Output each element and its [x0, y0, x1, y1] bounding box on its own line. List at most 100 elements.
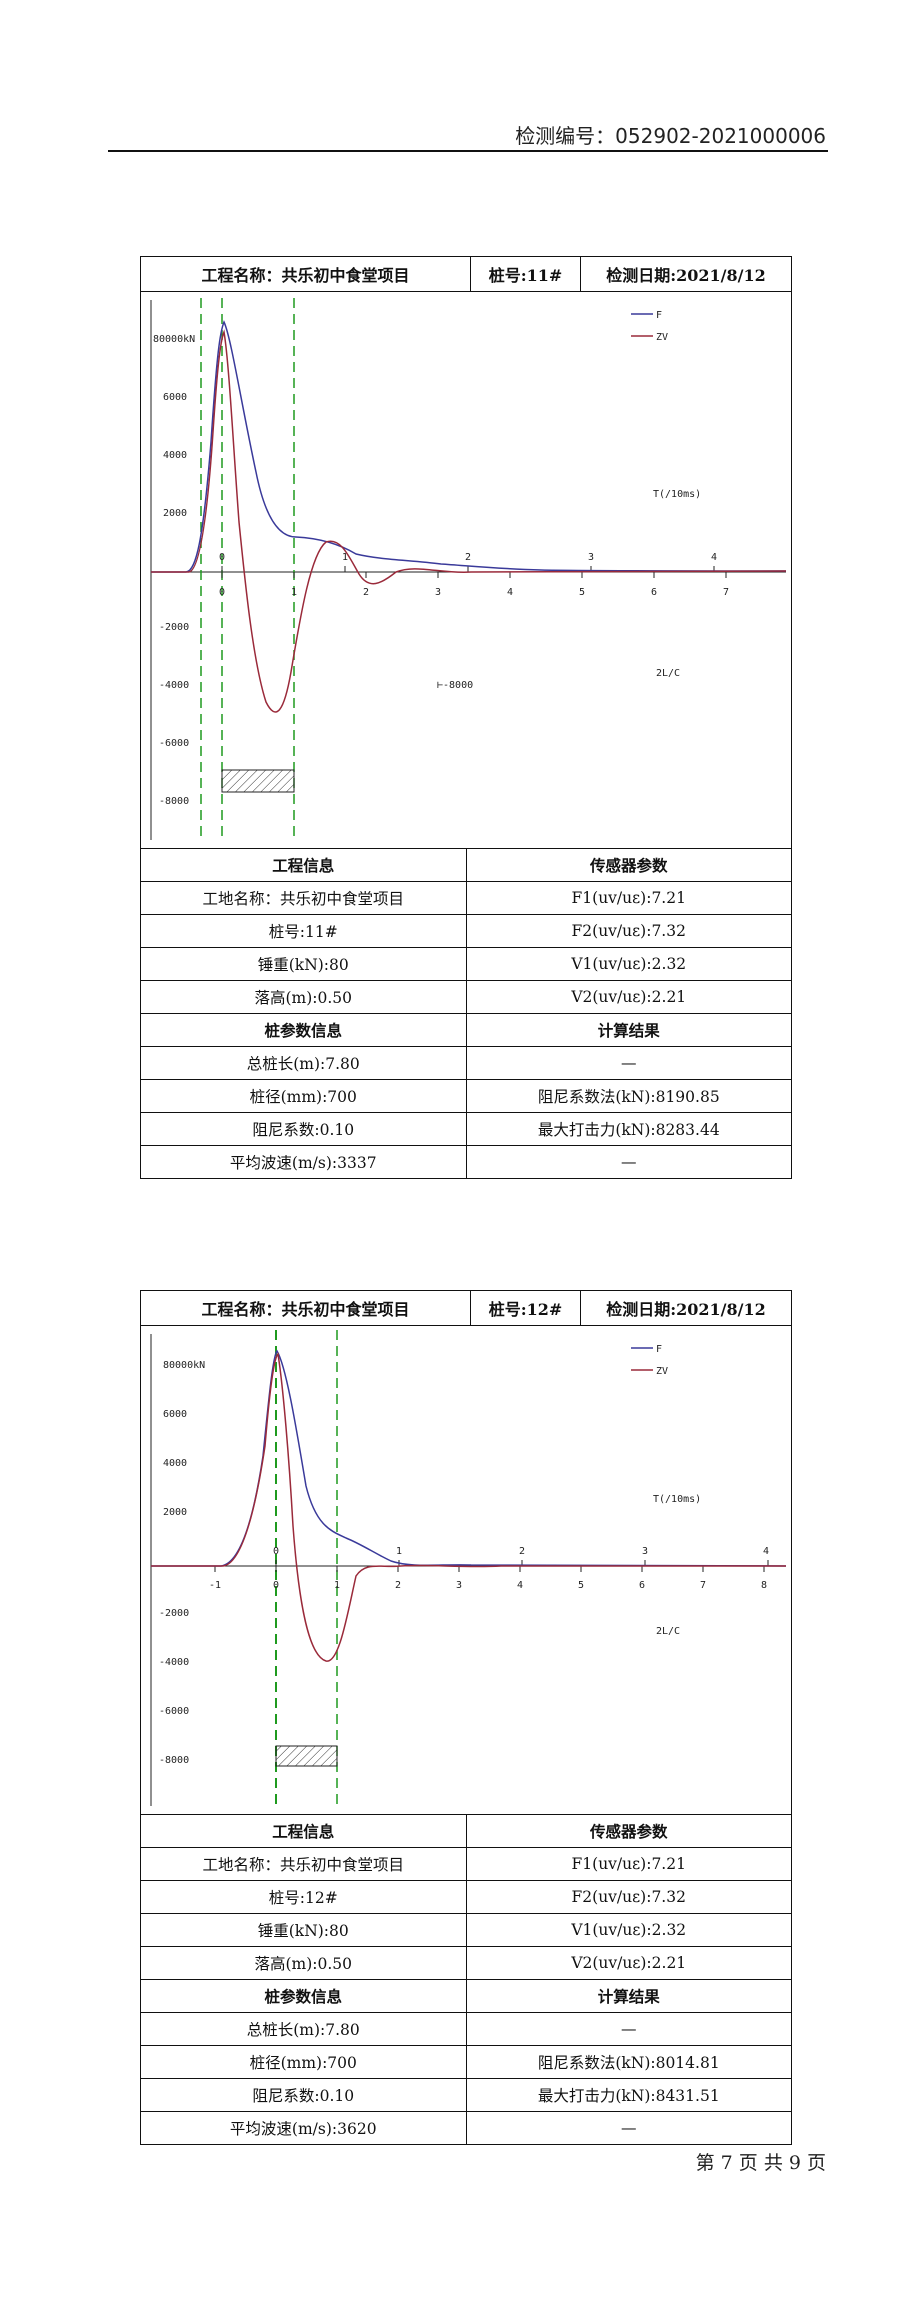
- calc-heading: 计算结果: [465, 1013, 791, 1047]
- x-tick-label: 5: [579, 587, 585, 598]
- calc-empty: —: [465, 2111, 791, 2144]
- pile-no: 桩号:11#: [141, 914, 467, 948]
- header-rule: [108, 150, 828, 152]
- wave-speed: 平均波速(m/s):3620: [141, 2111, 467, 2144]
- page-number: 第 7 页 共 9 页: [695, 2152, 826, 2174]
- y-tick-label: 4000: [163, 1458, 187, 1469]
- test-date: 检测日期:2021/8/12: [606, 1300, 766, 1319]
- pile-diameter: 桩径(mm):700: [141, 1079, 467, 1113]
- x-ticks-bottom: [221, 572, 727, 578]
- drop-height: 落高(m):0.50: [141, 1946, 467, 1980]
- hammer-weight: 锤重(kN):80: [141, 947, 467, 981]
- x-top-label: 4: [763, 1546, 769, 1557]
- y-tick-label: 6000: [163, 1409, 187, 1420]
- x-tick-label: 6: [639, 1580, 645, 1591]
- test-block-1: 工程名称：共乐初中食堂项目 桩号:11# 检测日期:2021/8/12 8000…: [140, 256, 792, 1179]
- damping-method-result: 阻尼系数法(kN):8014.81: [465, 2045, 791, 2079]
- x-tick-label: 2: [395, 1580, 401, 1591]
- x-tick-label: 6: [651, 587, 657, 598]
- pile-no: 桩号:12#: [141, 1880, 467, 1914]
- calc-empty: —: [465, 1046, 791, 1080]
- sensor-heading: 传感器参数: [465, 1815, 791, 1848]
- scale-note: ⊢-8000: [437, 680, 473, 691]
- waveform-chart: 80000kN 6000 4000 2000 -2000 -4000 -6000…: [141, 292, 791, 849]
- y-tick-label: -2000: [159, 622, 189, 633]
- y-tick-label: -8000: [159, 1755, 189, 1766]
- info-table: 工程信息 传感器参数 工地名称：共乐初中食堂项目 F1(uv/uε):7.21 桩号…: [141, 849, 791, 1178]
- x-tick-label: 3: [435, 587, 441, 598]
- sensor-F2: F2(uv/uε):7.32: [465, 1880, 791, 1914]
- x-tick-label: 7: [700, 1580, 706, 1591]
- waveform-svg: 80000kN 6000 4000 2000 -2000 -4000 -6000…: [150, 1330, 787, 1806]
- x-tick-label: 4: [507, 587, 513, 598]
- hammer-impact-box: [221, 769, 295, 793]
- site-name: 工地名称：共乐初中食堂项目: [141, 1847, 467, 1881]
- info-table: 工程信息 传感器参数 工地名称：共乐初中食堂项目 F1(uv/uε):7.21 桩号…: [141, 1815, 791, 2144]
- calc-heading: 计算结果: [465, 1979, 791, 2013]
- x-tick-label: 5: [578, 1580, 584, 1591]
- pile-number: 桩号:12#: [471, 1291, 581, 1325]
- y-tick-label: 4000: [163, 450, 187, 461]
- ZV-curve: [151, 1352, 786, 1662]
- pile-param-heading: 桩参数信息: [141, 1979, 467, 2013]
- legend-ZV-label: ZV: [656, 1366, 668, 1377]
- x-top-label: 0: [273, 1546, 279, 1557]
- x-tick-label: 2: [363, 587, 369, 598]
- y-tick-label: -2000: [159, 1608, 189, 1619]
- y-tick-label: -4000: [159, 1657, 189, 1668]
- site-name: 工地名称：共乐初中食堂项目: [141, 881, 467, 915]
- sensor-V1: V1(uv/uε):2.32: [465, 947, 791, 981]
- y-tick-label: 2000: [163, 508, 187, 519]
- F-curve: [151, 320, 787, 573]
- hammer-impact-box: [275, 1745, 338, 1767]
- y-tick-label: -6000: [159, 1706, 189, 1717]
- time-unit-label: T(/10ms): [653, 489, 701, 500]
- x-top-label: 1: [342, 552, 348, 563]
- x-top-label: 3: [642, 1546, 648, 1557]
- x-top-label: 2: [519, 1546, 525, 1557]
- x-tick-label: -1: [209, 1580, 221, 1591]
- ratio-label: 2L/C: [656, 668, 680, 679]
- waveform-svg: 80000kN 6000 4000 2000 -2000 -4000 -6000…: [150, 298, 787, 840]
- test-date: 检测日期:2021/8/12: [606, 266, 766, 285]
- x-tick-label: 1: [291, 587, 297, 598]
- x-top-label: 3: [588, 552, 594, 563]
- y-tick-label: 80000kN: [153, 334, 195, 345]
- project-info-heading: 工程信息: [141, 1815, 467, 1848]
- project-info-heading: 工程信息: [141, 849, 467, 882]
- x-tick-label: 4: [517, 1580, 523, 1591]
- pile-param-heading: 桩参数信息: [141, 1013, 467, 1047]
- y-tick-label: -4000: [159, 680, 189, 691]
- wave-speed: 平均波速(m/s):3337: [141, 1145, 467, 1178]
- damping-method-result: 阻尼系数法(kN):8190.85: [465, 1079, 791, 1113]
- damping-coefficient: 阻尼系数:0.10: [141, 2078, 467, 2112]
- test-block-2: 工程名称：共乐初中食堂项目 桩号:12# 检测日期:2021/8/12 8000…: [140, 1290, 792, 2145]
- sensor-V2: V2(uv/uε):2.21: [465, 1946, 791, 1980]
- waveform-chart: 80000kN 6000 4000 2000 -2000 -4000 -6000…: [141, 1326, 791, 1815]
- legend-F-label: F: [656, 1344, 662, 1355]
- max-force: 最大打击力(kN):8431.51: [465, 2078, 791, 2112]
- y-tick-label: 80000kN: [163, 1360, 205, 1371]
- sensor-F2: F2(uv/uε):7.32: [465, 914, 791, 948]
- sensor-F1: F1(uv/uε):7.21: [465, 1847, 791, 1881]
- block-header: 工程名称：共乐初中食堂项目 桩号:12# 检测日期:2021/8/12: [141, 1291, 791, 1326]
- time-unit-label: T(/10ms): [653, 1494, 701, 1505]
- x-top-label: 0: [219, 552, 225, 563]
- project-title: 工程名称：共乐初中食堂项目: [141, 257, 471, 291]
- damping-coefficient: 阻尼系数:0.10: [141, 1112, 467, 1146]
- sensor-F1: F1(uv/uε):7.21: [465, 881, 791, 915]
- hammer-weight: 锤重(kN):80: [141, 1913, 467, 1947]
- sensor-heading: 传感器参数: [465, 849, 791, 882]
- sensor-V2: V2(uv/uε):2.21: [465, 980, 791, 1014]
- legend-F-label: F: [656, 310, 662, 321]
- x-tick-label: 3: [456, 1580, 462, 1591]
- pile-diameter: 桩径(mm):700: [141, 2045, 467, 2079]
- pile-length: 总桩长(m):7.80: [141, 1046, 467, 1080]
- y-tick-label: 2000: [163, 1507, 187, 1518]
- x-top-label: 1: [396, 1546, 402, 1557]
- y-tick-label: -8000: [159, 796, 189, 807]
- max-force: 最大打击力(kN):8283.44: [465, 1112, 791, 1146]
- x-tick-label: 0: [219, 587, 225, 598]
- x-tick-label: 8: [761, 1580, 767, 1591]
- ratio-label: 2L/C: [656, 1626, 680, 1637]
